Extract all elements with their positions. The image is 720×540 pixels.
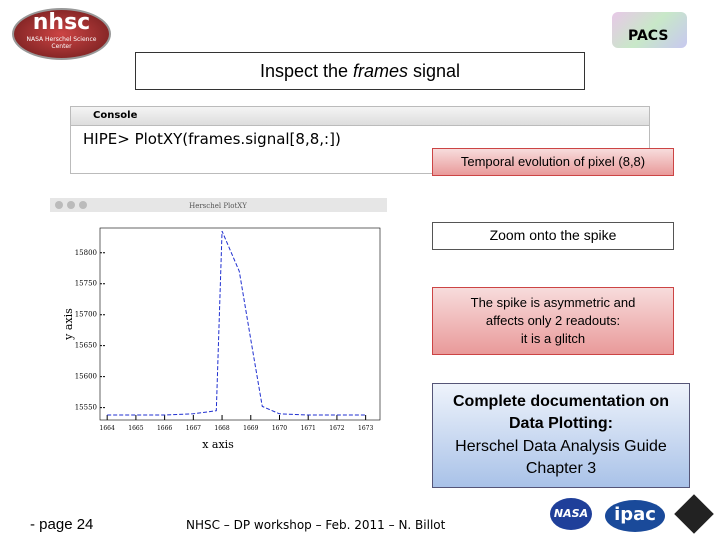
page-number: - page 24 <box>30 516 94 533</box>
y-tick-label: 15750 <box>75 280 97 288</box>
y-axis-label: y axis <box>62 308 75 341</box>
plot-frame <box>99 227 381 421</box>
nasa-logo: NASA <box>550 498 592 530</box>
callout-line: Zoom onto the spike <box>489 227 617 244</box>
x-tick-label: 1668 <box>214 425 229 432</box>
footer-credit: NHSC – DP workshop – Feb. 2011 – N. Bill… <box>186 518 446 532</box>
callout-line: Chapter 3 <box>525 459 597 477</box>
x-tick-label: 1672 <box>329 425 344 432</box>
callout-line: affects only 2 readouts: <box>485 312 621 328</box>
console-tab[interactable]: Console <box>71 107 649 126</box>
callout: Temporal evolution of pixel (8,8) <box>432 148 674 176</box>
nhsc-logo: nhsc NASA Herschel Science Center <box>12 8 111 60</box>
callout-line: Temporal evolution of pixel (8,8) <box>460 153 646 169</box>
pacs-logo: PACS <box>628 28 669 44</box>
x-tick-label: 1665 <box>128 425 143 432</box>
plot: Herschel PlotXY x axis y axis 15550 15600… <box>50 198 387 451</box>
callout-line: Herschel Data Analysis Guide <box>455 437 667 455</box>
y-tick-label: 15650 <box>75 342 97 350</box>
x-tick-label: 1673 <box>358 425 373 432</box>
x-tick-label: 1670 <box>272 425 287 432</box>
callout-line: The spike is asymmetric and <box>470 294 636 310</box>
y-tick-label: 15800 <box>75 249 97 257</box>
x-tick-label: 1669 <box>243 425 258 432</box>
title: signal <box>408 60 461 81</box>
callout: Zoom onto the spike <box>432 222 674 250</box>
x-axis-label: x axis <box>202 438 234 451</box>
title: Inspect the <box>259 60 353 81</box>
y-tick-label: 15600 <box>75 373 97 381</box>
x-tick-label: 1671 <box>301 425 316 432</box>
ipac-logo: ipac <box>605 500 665 532</box>
title-box: Inspect the frames signal <box>135 52 585 90</box>
x-tick-label: 1664 <box>100 425 115 432</box>
window-bar <box>50 198 387 212</box>
signal-line <box>107 230 366 416</box>
callout-line: it is a glitch <box>520 331 586 347</box>
console-command: HIPE> PlotXY(frames.signal[8,8,:]) <box>83 130 341 148</box>
x-tick-label: 1667 <box>186 425 201 432</box>
y-tick-label: 15700 <box>75 311 97 319</box>
callout: Complete documentation on Data Plotting: H… <box>432 383 690 488</box>
logo-text: nhsc <box>32 10 91 35</box>
title-italic: frames <box>353 60 409 81</box>
window-title: Herschel PlotXY <box>189 202 247 210</box>
console-panel: Console HIPE> PlotXY(frames.signal[8,8,:… <box>70 106 650 174</box>
callout-line: Complete documentation on <box>453 392 669 410</box>
x-tick-label: 1666 <box>157 425 172 432</box>
callout: The spike is asymmetric and affects only … <box>432 287 674 355</box>
callout-line: Data Plotting: <box>509 415 613 433</box>
logo-sub: NASA Herschel Science Center <box>26 36 97 50</box>
y-tick-label: 15550 <box>75 404 97 412</box>
